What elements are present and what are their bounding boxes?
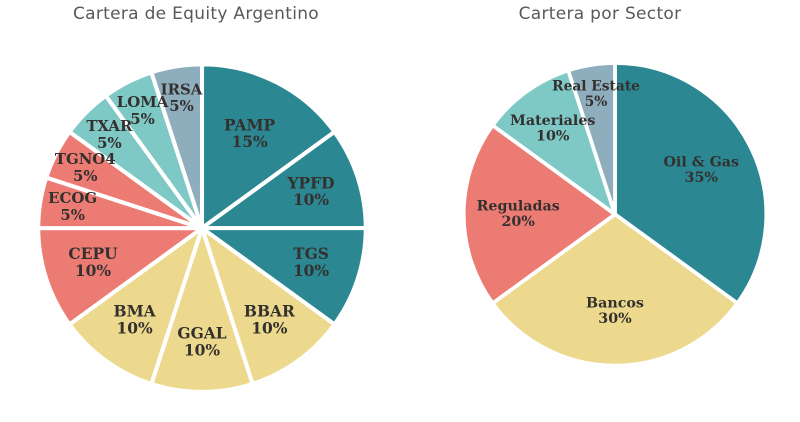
pie-slice-label-percent: 10%	[184, 340, 220, 359]
pie-slice-label-name: Materiales	[510, 113, 595, 129]
pie-slice-label-name: ECOG	[48, 189, 97, 207]
pie-slice-label-name: Oil & Gas	[664, 155, 740, 171]
pie-slice[interactable]	[199, 129, 368, 231]
pie-slice-label-percent: 5%	[585, 94, 608, 110]
pie-slice[interactable]	[149, 62, 205, 231]
pie-slice-label-percent: 10%	[117, 318, 153, 337]
pie-slice[interactable]	[199, 226, 337, 386]
pie-slice-label-name: CEPU	[68, 244, 118, 263]
pie-slice-label-percent: 20%	[501, 214, 535, 230]
chart-panel-sector: Cartera por Sector Oil & Gas 35% Bancos 30%…	[420, 0, 800, 422]
pie-slices-equity	[36, 62, 368, 394]
pie-slice[interactable]	[149, 226, 255, 394]
pie-slice-label-name: IRSA	[161, 80, 203, 98]
pie-slice-label-percent: 5%	[60, 206, 85, 224]
pie-slices-sector	[461, 61, 769, 368]
pie-slice-label-percent: 10%	[293, 190, 329, 209]
pie-slice[interactable]	[199, 62, 337, 231]
pie-slice[interactable]	[199, 226, 368, 327]
pie-slice[interactable]	[490, 212, 740, 368]
pie-slice-label-name: TGNO4	[55, 150, 116, 168]
pie-slice-label-name: LOMA	[117, 93, 169, 111]
pie-slice-label-name: PAMP	[224, 115, 276, 134]
pie-slice-label-name: Bancos	[586, 295, 644, 311]
pie-labels-equity: PAMP15%YPFD10%TGS10%BBAR10%GGAL10%BMA10%…	[48, 80, 334, 359]
pie-slice[interactable]	[613, 61, 769, 306]
pie-slice-label-percent: 30%	[598, 311, 632, 327]
pie-slice-label-name: TGS	[293, 244, 329, 263]
pie-slice-label-percent: 10%	[251, 318, 287, 337]
chart-title-sector: Cartera por Sector	[518, 4, 682, 24]
pie-slice-label-name: YPFD	[287, 173, 335, 192]
pie-slice-label-percent: 10%	[293, 261, 329, 280]
pie-slice[interactable]	[461, 123, 617, 306]
pie-slice-label-name: Reguladas	[477, 198, 560, 214]
pie-slice-label-name: BBAR	[244, 301, 295, 320]
pie-slice-label-percent: 5%	[169, 97, 194, 115]
pie-slice-label-name: Real Estate	[552, 78, 640, 94]
pie-chart-equity: PAMP 15% YPFD 10% TGS 10% BBAR 10% GGAL 10% BMA 10%…	[18, 46, 386, 414]
pie-slice-label-percent: 5%	[73, 167, 98, 185]
chart-title-equity: Cartera de Equity Argentino	[72, 4, 320, 24]
pie-chart-sector: Oil & Gas 35% Bancos 30% Reguladas 20% Materia…	[445, 46, 785, 386]
pie-slice[interactable]	[490, 68, 617, 217]
pie-slice-label-name: BMA	[114, 301, 157, 320]
pie-slice[interactable]	[36, 226, 205, 327]
pie-svg-equity: PAMP15%YPFD10%TGS10%BBAR10%GGAL10%BMA10%…	[36, 62, 368, 394]
pie-slice-label-name: TXAR	[86, 117, 133, 135]
pie-slice-label-percent: 10%	[536, 128, 570, 144]
pie-slice-label-percent: 10%	[75, 261, 111, 280]
chart-panel-equity: Cartera de Equity Argentino PAMP 15% YPFD 1…	[18, 4, 386, 414]
pie-slice[interactable]	[566, 61, 617, 217]
pie-slice-label-percent: 5%	[97, 134, 122, 152]
pie-slice-label-name: GGAL	[177, 323, 226, 342]
pie-slice[interactable]	[67, 226, 205, 386]
pie-slice-label-percent: 15%	[232, 132, 268, 151]
pie-slice-label-percent: 5%	[130, 110, 155, 128]
pie-slice-label-percent: 35%	[685, 170, 719, 186]
